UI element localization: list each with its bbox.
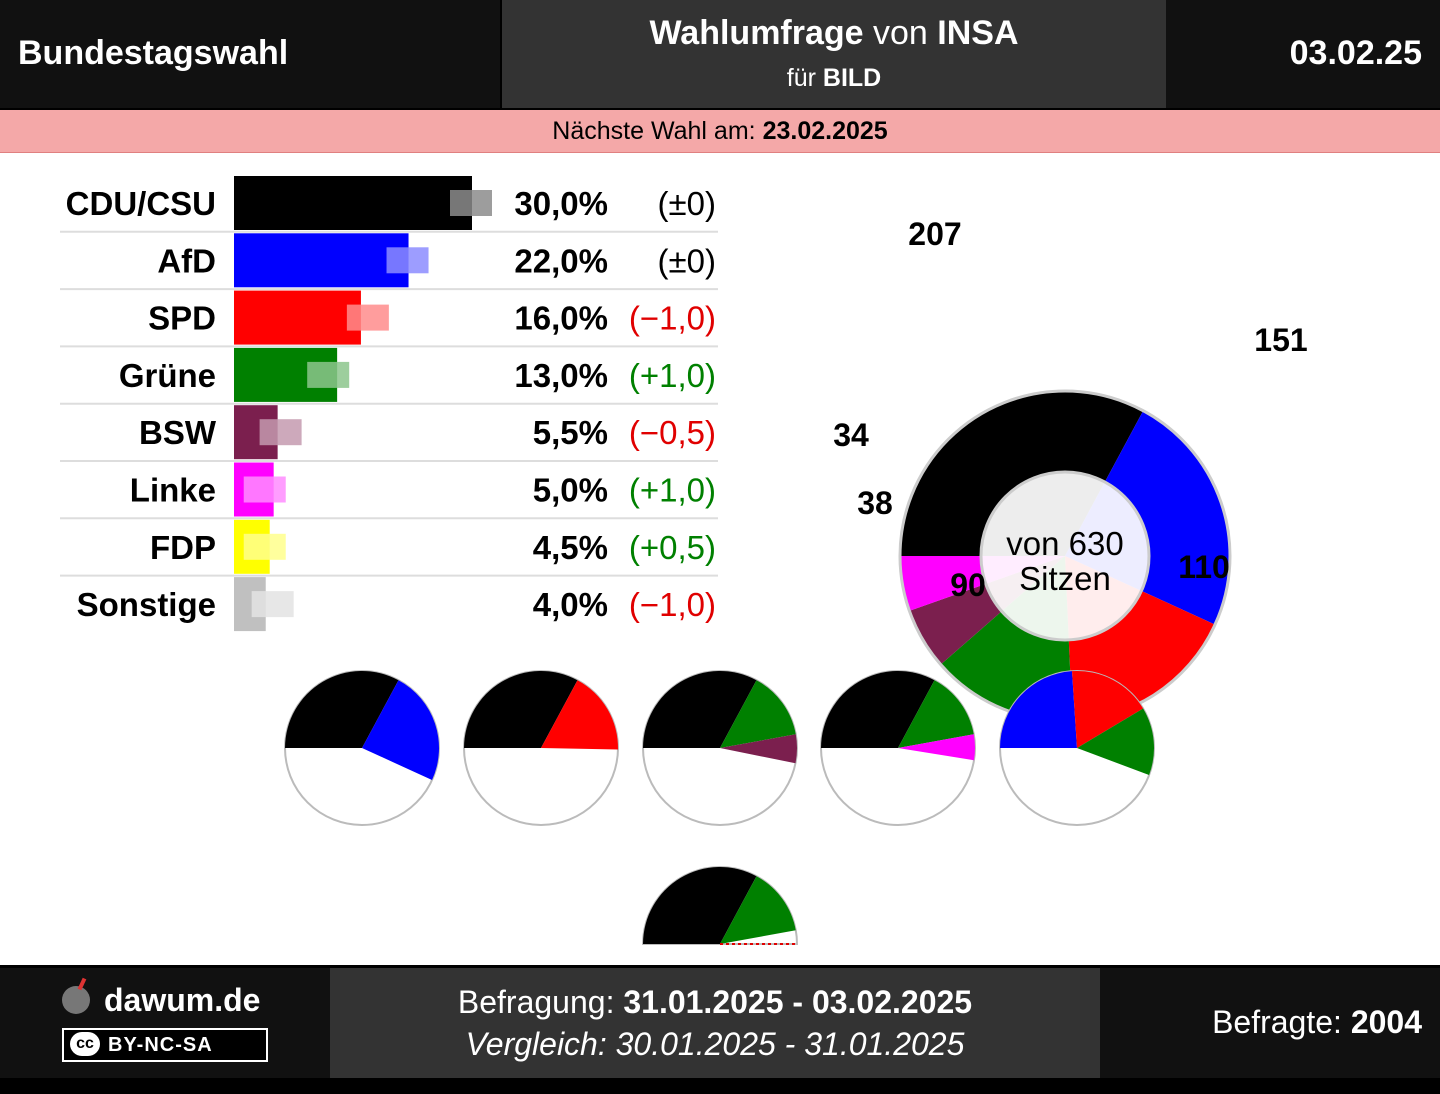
bar-change-afd: (±0) <box>658 242 716 279</box>
coalition-2-slice-spd <box>541 680 618 750</box>
poll-title: Wahlumfrage von INSA <box>502 14 1166 53</box>
seat-count-cdu-csu: 207 <box>908 216 961 252</box>
coalition-5-slice-afd <box>1000 671 1077 748</box>
coalition-6-slice-cdu-csu <box>643 867 757 944</box>
bar-value-bsw: 5,5% <box>533 414 608 451</box>
bar-previous-marker-gr-ne <box>307 361 350 388</box>
bar-value-linke: 5,0% <box>533 472 608 509</box>
seat-count-afd: 151 <box>1254 322 1307 358</box>
compare-period: Vergleich: 30.01.2025 - 31.01.2025 <box>330 1026 1100 1063</box>
bar-afd <box>234 233 409 288</box>
coalition-5-slice-spd <box>1072 671 1144 748</box>
bar-previous-marker-fdp <box>243 533 286 560</box>
footer-left: dawum.de cc BY-NC-SA <box>0 968 330 1078</box>
dawum-logo-icon <box>62 986 90 1014</box>
bar-change-linke: (+1,0) <box>629 472 716 509</box>
license-text: BY-NC-SA <box>108 1034 213 1056</box>
poll-von: von <box>873 14 928 52</box>
bar-spd <box>234 290 361 345</box>
coalition-3-slice-cdu-csu <box>643 671 757 748</box>
client-prefix: für <box>786 64 816 92</box>
bar-label-linke: Linke <box>130 472 216 509</box>
bar-label-fdp: FDP <box>150 529 216 566</box>
poll-charts: CDU/CSU 30,0% (±0) AfD 22,0% (±0) SPD 16,0% (−1,… <box>60 176 1308 945</box>
creative-commons-icon: cc <box>70 1032 100 1057</box>
chart-area: CDU/CSU 30,0% (±0) AfD 22,0% (±0) SPD 16,0% (−1,… <box>0 153 1440 965</box>
bar-change-fdp: (+0,5) <box>629 529 716 566</box>
bar-value-spd: 16,0% <box>514 300 608 337</box>
bar-previous-marker-bsw <box>259 419 302 446</box>
bar-previous-marker-spd <box>346 304 389 331</box>
coalition-3-slice-gr-ne <box>720 680 796 748</box>
seat-center-label-line1: von 630 <box>1006 525 1123 562</box>
bar-change-bsw: (−0,5) <box>629 414 716 451</box>
bar-value-afd: 22,0% <box>514 242 608 279</box>
seat-count-spd: 110 <box>1178 549 1230 585</box>
bar-label-spd: SPD <box>148 300 216 337</box>
bar-value-fdp: 4,5% <box>533 529 608 566</box>
election-title: Bundestagswahl <box>18 34 289 72</box>
bar-change-spd: (−1,0) <box>629 300 716 337</box>
bar-label-bsw: BSW <box>139 414 217 451</box>
coalition-5-slice-gr-ne <box>1077 708 1155 776</box>
institute-name: INSA <box>937 14 1019 52</box>
bar-previous-marker-sonstige <box>251 591 294 618</box>
compare-label: Vergleich: <box>465 1026 607 1062</box>
poll-client: für BILD <box>502 64 1166 93</box>
client-name: BILD <box>822 64 882 92</box>
respondents-label: Befragte: <box>1212 1004 1342 1040</box>
poll-prefix: Wahlumfrage <box>649 14 864 52</box>
bar-change-cdu-csu: (±0) <box>658 185 716 222</box>
respondents-count: 2004 <box>1350 1004 1422 1040</box>
bar-value-cdu-csu: 30,0% <box>514 185 608 222</box>
next-election-banner: Nächste Wahl am: 23.02.2025 <box>0 110 1440 154</box>
next-election-label: Nächste Wahl am: <box>552 117 756 145</box>
coalition-4-slice-gr-ne <box>898 680 974 748</box>
license-badge[interactable]: cc BY-NC-SA <box>62 1028 268 1062</box>
footer-right: Befragte: 2004 <box>1100 968 1440 1078</box>
seat-count-gr-ne: 90 <box>950 567 986 603</box>
compare-range: 30.01.2025 - 31.01.2025 <box>615 1026 965 1062</box>
seat-count-bsw: 38 <box>857 485 893 521</box>
coalition-3-slice-bsw <box>720 734 797 764</box>
seat-center-label-line2: Sitzen <box>1019 560 1111 597</box>
footer: dawum.de cc BY-NC-SA Befragung: 31.01.202… <box>0 968 1440 1078</box>
bar-label-gr-ne: Grüne <box>119 357 216 394</box>
survey-label: Befragung: <box>457 984 615 1020</box>
bar-previous-marker-cdu-csu <box>450 190 492 216</box>
header-left: Bundestagswahl <box>0 0 500 108</box>
coalition-4-slice-cdu-csu <box>821 671 935 748</box>
header-center: Wahlumfrage von INSA für BILD <box>502 0 1166 108</box>
bar-previous-marker-afd <box>386 247 429 274</box>
bar-cdu-csu <box>234 176 472 230</box>
coalition-1-slice-cdu-csu <box>285 671 399 748</box>
coalition-1-slice-afd <box>362 680 439 781</box>
coalition-6-slice-gr-ne <box>720 876 796 944</box>
poll-date: 03.02.25 <box>1289 34 1422 72</box>
bar-change-sonstige: (−1,0) <box>629 586 716 623</box>
bar-value-gr-ne: 13,0% <box>514 357 608 394</box>
bar-label-cdu-csu: CDU/CSU <box>66 185 216 222</box>
bar-label-sonstige: Sonstige <box>77 586 216 623</box>
bar-change-gr-ne: (+1,0) <box>629 357 716 394</box>
seat-donut-center <box>979 470 1151 642</box>
bar-previous-marker-linke <box>243 476 286 503</box>
site-link[interactable]: dawum.de <box>104 982 261 1018</box>
bar-value-sonstige: 4,0% <box>533 586 608 623</box>
survey-period: Befragung: 31.01.2025 - 03.02.2025 <box>330 984 1100 1021</box>
footer-center: Befragung: 31.01.2025 - 03.02.2025 Vergl… <box>330 968 1100 1078</box>
coalition-2-slice-cdu-csu <box>464 671 578 748</box>
seat-count-linke: 34 <box>833 417 869 453</box>
bar-label-afd: AfD <box>157 242 216 279</box>
next-election-date: 23.02.2025 <box>762 117 888 145</box>
coalition-4-slice-linke <box>898 734 975 761</box>
survey-range: 31.01.2025 - 03.02.2025 <box>623 984 973 1020</box>
header-right: 03.02.25 <box>1166 0 1440 108</box>
respondents: Befragte: 2004 <box>1212 1004 1422 1041</box>
